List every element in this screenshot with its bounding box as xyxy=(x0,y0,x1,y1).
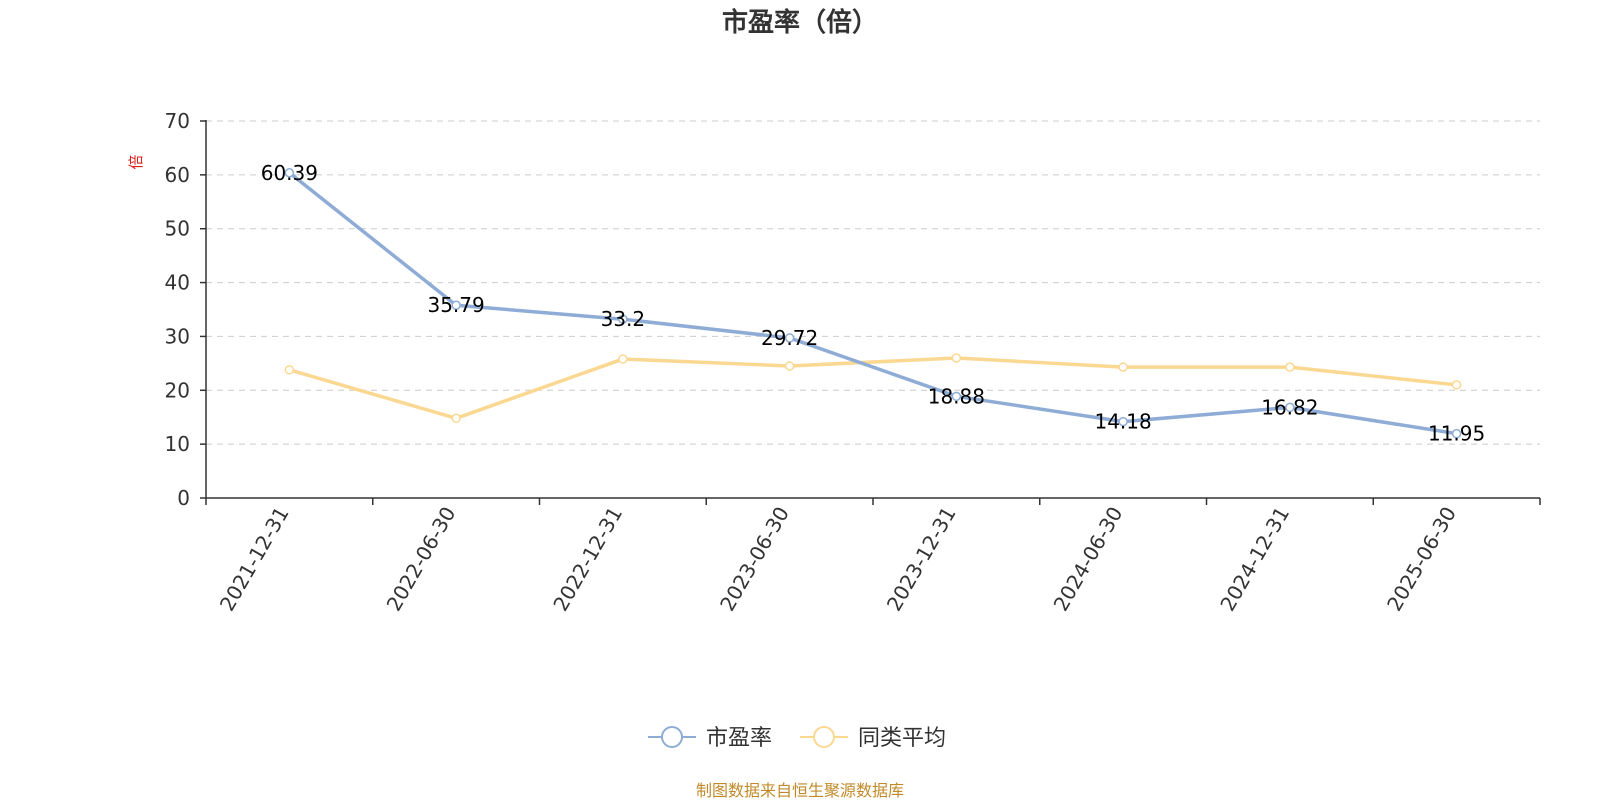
data-point xyxy=(618,354,628,364)
y-tick-label: 50 xyxy=(165,217,190,241)
data-label: 60.39 xyxy=(261,161,318,185)
x-tick-label: 2025-06-30 xyxy=(1382,503,1461,616)
legend: 市盈率 同类平均 xyxy=(648,726,946,751)
data-point xyxy=(951,353,962,363)
data-label-layer: 60.39 35.79 33.2 29.72 18.88 14.18 16.82 11.95 xyxy=(261,161,1486,446)
data-label: 35.79 xyxy=(427,293,484,317)
y-axis-label: 倍 xyxy=(127,154,145,169)
y-tick-label: 0 xyxy=(177,486,190,510)
legend-marker xyxy=(661,726,683,748)
data-point xyxy=(784,333,795,343)
data-label: 16.82 xyxy=(1261,395,1318,419)
data-point xyxy=(284,365,295,375)
y-tick-label: 30 xyxy=(165,324,190,348)
x-tick-label: 2024-06-30 xyxy=(1049,503,1128,616)
y-tick-label: 40 xyxy=(165,271,190,295)
x-tick-label: 2024-12-31 xyxy=(1215,503,1294,616)
x-tick-label: 2022-12-31 xyxy=(548,503,627,616)
data-point xyxy=(451,300,461,310)
data-label: 18.88 xyxy=(928,384,985,408)
series-layer xyxy=(284,168,1462,439)
data-point xyxy=(284,168,295,178)
series-line xyxy=(288,356,1457,421)
data-point xyxy=(1451,428,1462,439)
y-tick-label: 70 xyxy=(165,109,190,133)
y-tick-label: 60 xyxy=(165,163,190,187)
y-tick-label: 10 xyxy=(165,432,190,456)
data-point xyxy=(1285,402,1295,413)
data-label: 29.72 xyxy=(761,326,818,350)
data-point xyxy=(951,391,962,402)
data-point xyxy=(1285,362,1295,372)
legend-label: 市盈率 xyxy=(706,726,772,751)
legend-marker xyxy=(813,726,835,748)
legend-label: 同类平均 xyxy=(858,726,946,751)
y-tick-label: 20 xyxy=(165,378,190,402)
grid-layer xyxy=(206,120,1540,445)
x-tick-label: 2023-06-30 xyxy=(715,503,794,616)
axis-layer: 0 10 20 30 40 50 60 70 倍 2021-12-31 2022-06-30 2022… xyxy=(127,109,1541,616)
data-point xyxy=(1451,380,1462,390)
data-point xyxy=(1118,416,1128,427)
data-label: 11.95 xyxy=(1428,422,1485,446)
x-tick-label: 2022-06-30 xyxy=(382,503,461,616)
data-point xyxy=(451,413,461,424)
series-line xyxy=(288,171,1457,436)
data-point xyxy=(784,361,795,371)
x-tick-label: 2021-12-31 xyxy=(215,503,294,616)
data-source-note: 制图数据来自恒生聚源数据库 xyxy=(695,781,904,800)
data-label: 14.18 xyxy=(1094,410,1151,434)
data-point xyxy=(618,314,628,324)
x-tick-label: 2023-12-31 xyxy=(882,503,961,616)
data-point xyxy=(1118,362,1128,372)
chart-title: 市盈率（倍） xyxy=(721,8,878,38)
data-label: 33.2 xyxy=(601,307,646,331)
